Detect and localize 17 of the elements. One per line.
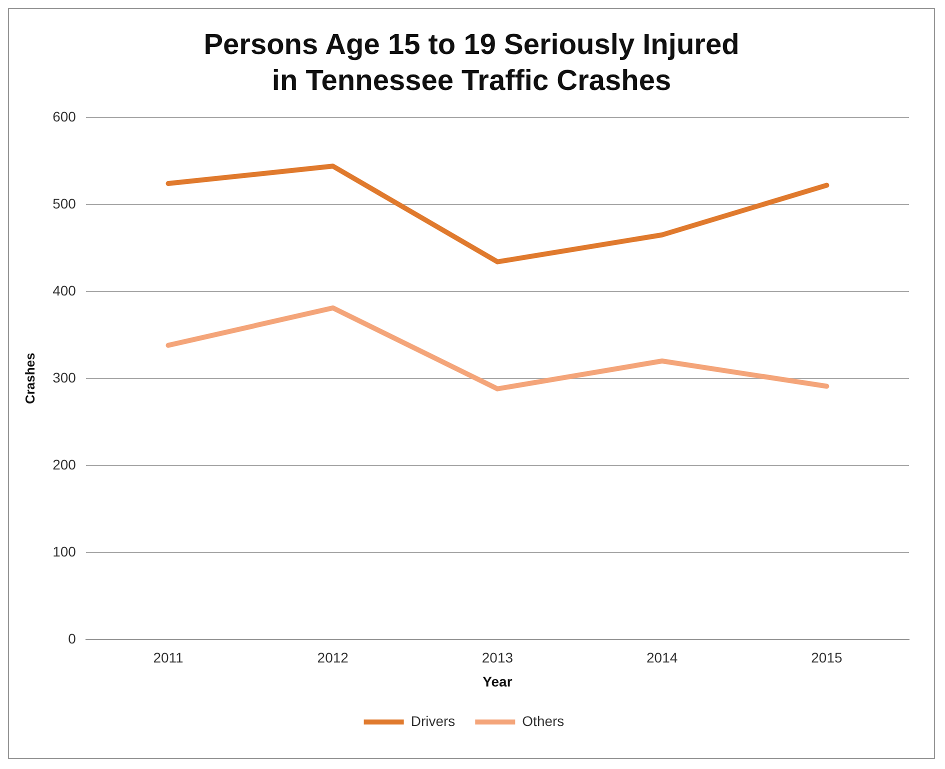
y-tick-label: 300 xyxy=(52,369,76,386)
x-tick-label: 2013 xyxy=(482,650,514,666)
y-tick-label: 100 xyxy=(52,543,76,560)
legend-label: Drivers xyxy=(410,712,456,729)
y-tick-label: 200 xyxy=(52,456,76,472)
x-tick-label: 2014 xyxy=(646,650,678,666)
y-axis-title: Crashes xyxy=(22,352,38,404)
x-tick-label: 2011 xyxy=(153,650,184,666)
y-tick-label: 500 xyxy=(52,195,76,212)
x-tick-label: 2012 xyxy=(317,650,349,666)
y-tick-label: 400 xyxy=(52,282,76,298)
legend-label: Others xyxy=(522,712,564,729)
x-axis-title: Year xyxy=(482,673,513,690)
y-tick-label: 0 xyxy=(68,630,76,646)
y-tick-label: 600 xyxy=(52,108,76,124)
chart-title: Persons Age 15 to 19 Seriously Injured in Tennessee Traffic Crashes xyxy=(202,28,740,99)
x-tick-label: 2015 xyxy=(811,650,842,666)
